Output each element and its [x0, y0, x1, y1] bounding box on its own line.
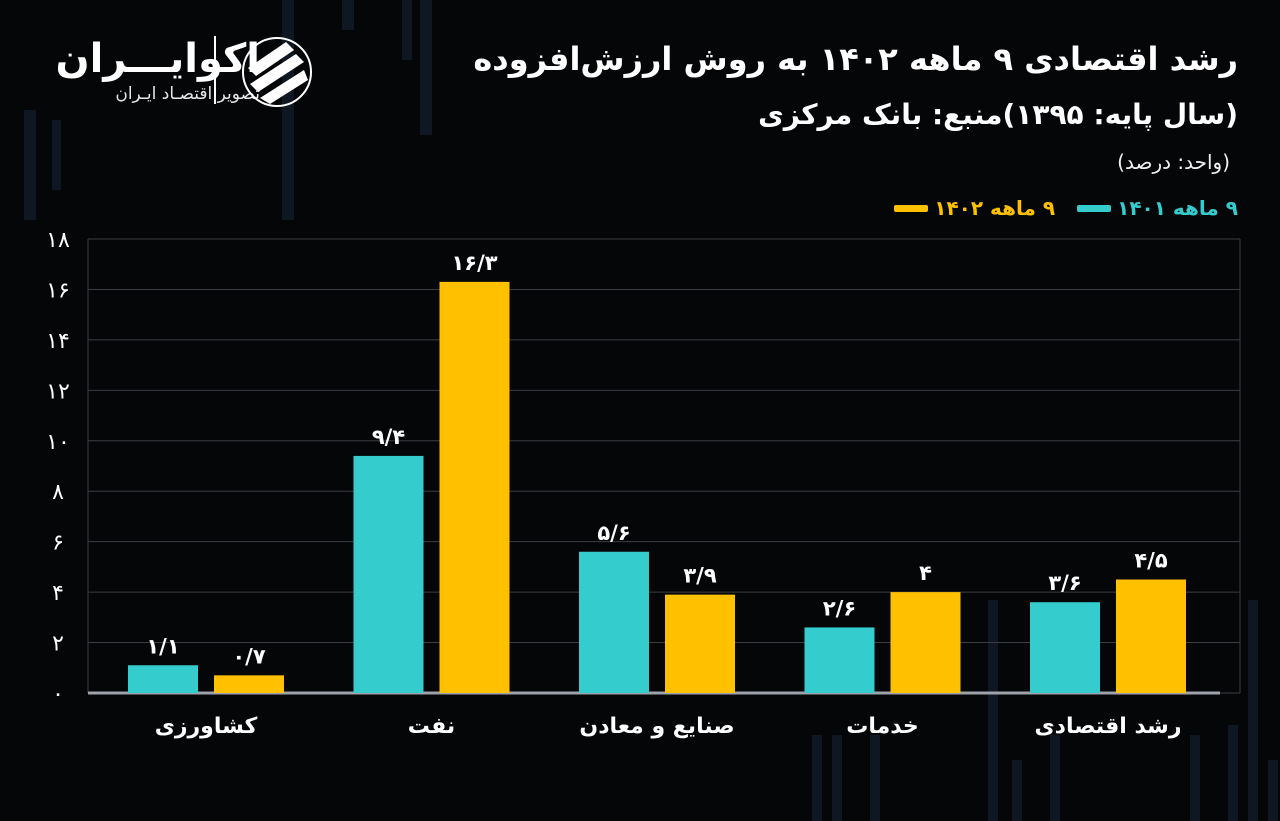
- y-tick-label: ۲: [52, 632, 64, 657]
- data-label: ۵/۶: [597, 521, 630, 545]
- bar-1402: [665, 594, 735, 693]
- y-tick-label: ۰: [52, 682, 64, 707]
- data-label: ۹/۴: [372, 425, 405, 449]
- y-tick-label: ۱۶: [46, 278, 70, 303]
- bar-1401: [128, 665, 198, 693]
- legend-item-1401: ۹ ماهه ۱۴۰۱: [1077, 196, 1238, 220]
- bars: [128, 281, 1186, 693]
- bar-1401: [353, 455, 424, 693]
- bar-1402: [439, 281, 510, 693]
- y-tick-label: ۱۰: [46, 430, 70, 455]
- legend-item-1402: ۹ ماهه ۱۴۰۲: [894, 196, 1055, 220]
- category-label: کشاورزی: [155, 714, 258, 739]
- brand-name: اکوایـــران: [55, 36, 260, 82]
- data-label: ۱۶/۳: [451, 251, 497, 275]
- y-tick-label: ۴: [52, 581, 64, 606]
- category-labels: کشاورزی نفت صنایع و معادن خدمات رشد اقتصادی: [155, 714, 1182, 739]
- bar-1401: [1030, 602, 1100, 693]
- bar-1401: [804, 627, 875, 693]
- y-tick-label: ۱۴: [46, 329, 70, 354]
- legend-swatch-1401: [1077, 204, 1112, 212]
- bar-1402: [890, 592, 961, 693]
- ecoiran-logo-icon: [242, 37, 312, 107]
- data-label: ۴: [919, 561, 932, 585]
- data-label: ۴/۵: [1134, 549, 1167, 573]
- chart-subtitle: (سال پایه: ۱۳۹۵)منبع: بانک مرکزی: [758, 98, 1238, 131]
- data-label: ۱/۱: [146, 634, 179, 658]
- chart-title: رشد اقتصادی ۹ ماهه ۱۴۰۲ به روش ارزش‌افزو…: [473, 40, 1238, 78]
- bar-1402: [1116, 579, 1186, 693]
- legend-swatch-1402: [894, 204, 929, 212]
- category-label: خدمات: [846, 714, 919, 739]
- brand-logo: اکوایـــران تصویر اقتصـاد ایـران: [50, 32, 320, 112]
- logo-divider: [214, 36, 216, 104]
- category-label: رشد اقتصادی: [1035, 714, 1182, 739]
- bar-1402: [214, 675, 284, 693]
- y-tick-label: ۱۲: [46, 379, 70, 404]
- unit-label: (واحد: درصد): [1117, 150, 1230, 174]
- category-label: نفت: [408, 714, 455, 739]
- bar-1401: [579, 551, 649, 693]
- legend-label-1402: ۹ ماهه ۱۴۰۲: [934, 196, 1056, 220]
- data-label: ۳/۹: [683, 564, 716, 588]
- brand-tagline: تصویر اقتصـاد ایـران: [115, 84, 260, 104]
- legend-label-1401: ۹ ماهه ۱۴۰۱: [1117, 196, 1238, 220]
- value-labels: ۱/۱ ۹/۴ ۵/۶ ۲/۶ ۳/۶ ۰/۷ ۱۶/۳ ۳/۹ ۴ ۴/۵: [146, 251, 1167, 668]
- data-label: ۰/۷: [232, 644, 265, 668]
- y-tick-labels: ۰ ۲ ۴ ۶ ۸ ۱۰ ۱۲ ۱۴ ۱۶ ۱۸: [46, 228, 70, 707]
- y-tick-label: ۸: [52, 480, 64, 505]
- data-label: ۳/۶: [1048, 571, 1081, 595]
- chart-legend: ۹ ماهه ۱۴۰۱ ۹ ماهه ۱۴۰۲: [894, 196, 1238, 220]
- data-label: ۲/۶: [823, 596, 856, 620]
- category-label: صنایع و معادن: [579, 714, 734, 739]
- y-tick-label: ۶: [52, 531, 64, 556]
- y-tick-label: ۱۸: [46, 228, 70, 253]
